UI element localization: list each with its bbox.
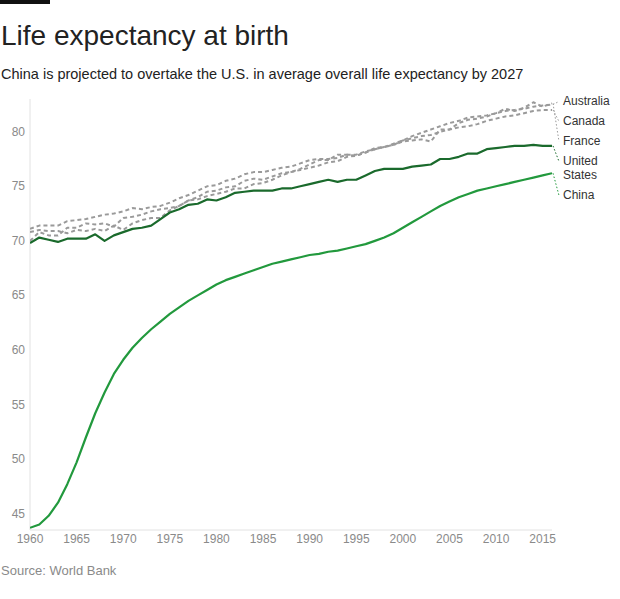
label-leader (553, 103, 559, 141)
series-label-line: Canada (563, 114, 605, 128)
series-line (30, 104, 552, 233)
series-label-line: France (563, 134, 601, 148)
x-tick-label: 2005 (436, 532, 463, 546)
y-tick-label: 75 (12, 179, 26, 193)
series-label-line: United (563, 154, 601, 168)
x-tick-label: 1970 (110, 532, 137, 546)
plot-area (30, 102, 552, 528)
top-bar (0, 0, 50, 4)
y-tick-label: 70 (12, 234, 26, 248)
series-label-line: Australia (563, 94, 610, 108)
source: Source: World Bank (1, 563, 117, 578)
series-label-line: China (563, 188, 595, 202)
label-leader (553, 173, 559, 195)
y-tick-label: 65 (12, 288, 26, 302)
y-tick-label: 80 (12, 125, 26, 139)
series-label: Australia (563, 94, 610, 108)
y-tick-label: 45 (12, 507, 26, 521)
x-tick-label: 1960 (17, 532, 44, 546)
x-tick-label: 2010 (483, 532, 510, 546)
x-tick-label: 1990 (296, 532, 323, 546)
label-leader (553, 101, 559, 104)
subtitle: China is projected to overtake the U.S. … (1, 66, 523, 82)
y-tick-label: 50 (12, 452, 26, 466)
series-label: China (563, 188, 595, 202)
x-tick-label: 1975 (156, 532, 183, 546)
series-line (30, 102, 552, 241)
y-tick-label: 55 (12, 398, 26, 412)
series-label: United States (563, 154, 601, 182)
series-line (30, 145, 552, 243)
series-label-line: States (563, 168, 597, 182)
y-axis-line (30, 99, 31, 530)
x-axis-line (30, 530, 552, 531)
x-tick-label: 1995 (343, 532, 370, 546)
title: Life expectancy at birth (1, 20, 289, 51)
series-line (30, 110, 552, 229)
series-line (30, 173, 552, 528)
y-tick-label: 60 (12, 343, 26, 357)
series-label: Canada (563, 114, 605, 128)
chart: Life expectancy at birth China is project… (0, 0, 620, 599)
x-tick-label: 2000 (390, 532, 417, 546)
series-label: France (563, 134, 601, 148)
label-leader (553, 146, 559, 162)
x-tick-label: 1965 (63, 532, 90, 546)
x-tick-label: 1985 (250, 532, 277, 546)
x-tick-label: 2015 (529, 532, 556, 546)
x-tick-label: 1980 (203, 532, 230, 546)
